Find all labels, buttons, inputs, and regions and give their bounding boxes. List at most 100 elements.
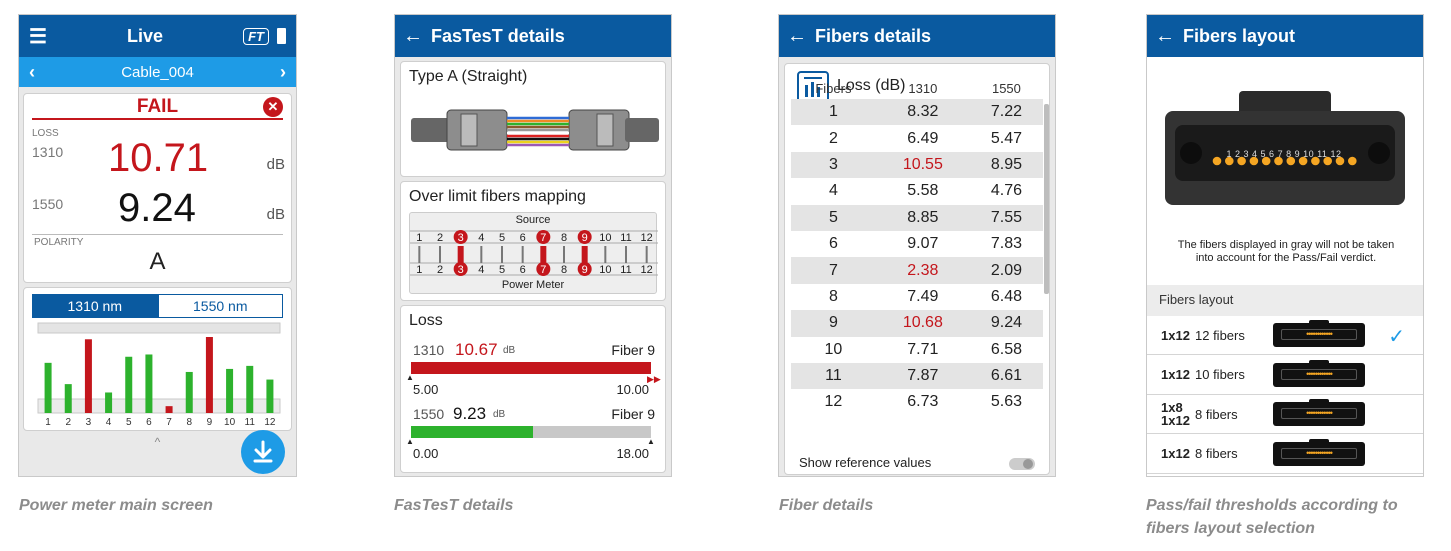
fiber-port-dot: [1335, 156, 1345, 166]
fiber-bar[interactable]: [84, 339, 92, 413]
triangle-marker-icon: ▲: [406, 437, 414, 446]
layout-code: 1x8 1x12: [1161, 400, 1190, 428]
fiber-bar[interactable]: [44, 362, 52, 413]
fiber-bar[interactable]: [165, 406, 173, 413]
fiber-label: Fiber 9: [611, 406, 655, 422]
app-header: ☰ Live FT: [19, 15, 296, 57]
triangle-marker-icon: ▲: [406, 373, 414, 382]
expand-handle[interactable]: ^: [154, 435, 161, 449]
divider: [32, 234, 283, 235]
table-row[interactable]: 6 9.07 7.83: [791, 231, 1043, 257]
fastest-icon[interactable]: FT: [243, 27, 269, 45]
column-header: 1310: [908, 80, 938, 96]
table-row[interactable]: 1 8.32 7.22: [791, 99, 1043, 126]
fiber-number-cell: 5: [791, 204, 876, 231]
chevron-left-icon[interactable]: ‹: [29, 61, 35, 82]
fiber-bar[interactable]: [205, 337, 213, 413]
fiber-number-cell: 3: [791, 151, 876, 179]
layout-option[interactable]: 1x12 12 fibers •••••••••••• ✓: [1147, 316, 1423, 355]
table-row[interactable]: 4 5.58 4.76: [791, 178, 1043, 204]
verdict-banner: FAIL ✕: [32, 94, 283, 120]
reading-1310: 1310 10.71 dB: [32, 136, 287, 182]
layout-option[interactable]: 1x12 8 fibers ••••••••••••: [1147, 435, 1423, 474]
loss-row-1550: 1550 9.23 dB Fiber 9 ▲ ▲ 0.00 18.00: [406, 404, 657, 464]
table-row[interactable]: 5 8.85 7.55: [791, 204, 1043, 231]
table-row[interactable]: 7 2.38 2.09: [791, 257, 1043, 284]
back-arrow-icon[interactable]: ←: [787, 24, 807, 47]
fiber-number-cell: 11: [791, 362, 876, 390]
loss-cell: 8.85: [875, 204, 970, 231]
column-header: Fibers: [815, 80, 852, 96]
fiber-number-cell: 2: [828, 129, 838, 147]
back-arrow-icon[interactable]: ←: [403, 24, 423, 47]
fiber-bar[interactable]: [246, 365, 254, 413]
back-arrow-icon[interactable]: ←: [1155, 24, 1175, 47]
tab-1310nm[interactable]: 1310 nm: [32, 294, 158, 318]
source-fiber-number: 11: [620, 232, 631, 244]
unit-label: dB: [503, 345, 516, 356]
section-title: Loss (dB): [837, 77, 906, 94]
thumbnail-ports: ••••••••••••: [1281, 408, 1357, 419]
wavelength-label: 1310: [32, 144, 64, 160]
source-fiber-number: 12: [641, 232, 653, 244]
connector-numbers: 1 2 3 4 5 6 7 8 9 10 11 12: [1226, 149, 1342, 159]
fiber-bar[interactable]: [64, 384, 72, 413]
menu-icon[interactable]: ☰: [29, 25, 47, 48]
meter-fiber-number: 4: [478, 264, 484, 276]
loss-bar-fill: [411, 426, 534, 438]
fiber-tick-label: 3: [86, 417, 92, 428]
source-fiber-number: 4: [478, 232, 484, 244]
min-threshold: 0.00: [413, 446, 439, 461]
fiber-tick-label: 10: [224, 417, 236, 428]
table-row[interactable]: 11 7.87 6.61: [791, 362, 1043, 390]
tab-1550nm[interactable]: 1550 nm: [157, 294, 283, 318]
fiber-tick-label: 1: [45, 417, 51, 428]
table-row[interactable]: 12 6.73 5.63: [791, 389, 1043, 415]
unit-label: dB: [493, 409, 506, 420]
caption-power-meter: Power meter main screen: [19, 497, 213, 514]
layout-option[interactable]: 1x12 10 fibers ••••••••••••: [1147, 356, 1423, 395]
fiber-bar[interactable]: [125, 356, 133, 413]
meter-fiber-number: 9: [582, 264, 588, 276]
unit-label: dB: [266, 156, 285, 173]
triangle-marker-icon: ▲: [647, 437, 655, 446]
over-limit-marker: [536, 262, 551, 276]
fiber-bar[interactable]: [266, 379, 274, 413]
table-row[interactable]: 2 6.49 5.47: [791, 125, 1043, 151]
meter-fiber-number: 8: [561, 264, 567, 276]
download-button[interactable]: [241, 430, 285, 474]
loss-cell: 5.47: [990, 129, 1022, 147]
app-header: ← FasTesT details: [395, 15, 671, 57]
fiber-number-cell: 1: [791, 99, 876, 126]
type-card: Type A (Straight): [400, 61, 666, 177]
fiber-port-dot: [1261, 156, 1271, 166]
over-limit-marker: [453, 262, 468, 276]
fiber-loss-histogram: 1 2 3 4 5 6 7 8 9 10 11 12: [37, 322, 281, 428]
reference-values-toggle[interactable]: [1009, 458, 1035, 470]
column-header: 1550: [991, 80, 1021, 96]
loss-cell: 5.63: [990, 393, 1022, 411]
layout-option[interactable]: 1x8 1x12 8 fibers ••••••••••••: [1147, 395, 1423, 434]
thumbnail-ports: ••••••••••••: [1281, 368, 1357, 380]
chevron-right-icon[interactable]: ›: [280, 61, 286, 82]
table-row[interactable]: 10 7.71 6.58: [791, 337, 1043, 363]
fiber-bar[interactable]: [105, 392, 113, 413]
fiber-bar[interactable]: [226, 368, 234, 413]
loss-cell: 7.49: [907, 287, 939, 305]
fiber-bar[interactable]: [145, 354, 153, 413]
table-row[interactable]: 9 10.68 9.24: [791, 310, 1043, 337]
fiber-count: 8 fibers: [1195, 446, 1238, 461]
meter-fiber-number: 7: [540, 264, 546, 276]
fiber-bar[interactable]: [185, 371, 193, 413]
table-row[interactable]: 8 7.49 6.48: [791, 284, 1043, 310]
fiber-count: 8 fibers: [1195, 406, 1238, 422]
over-limit-marker: [577, 262, 592, 276]
table-row[interactable]: 3 10.55 8.95: [791, 151, 1043, 179]
mapping-title: Over limit fibers mapping: [409, 188, 586, 205]
fiber-port-dot: [1348, 156, 1357, 166]
wavelength-label: 1550: [32, 196, 64, 212]
scrollbar[interactable]: [1044, 104, 1049, 294]
min-threshold: 5.00: [413, 382, 439, 397]
fiber-label: Fiber 9: [611, 342, 655, 358]
download-icon: [253, 440, 273, 463]
